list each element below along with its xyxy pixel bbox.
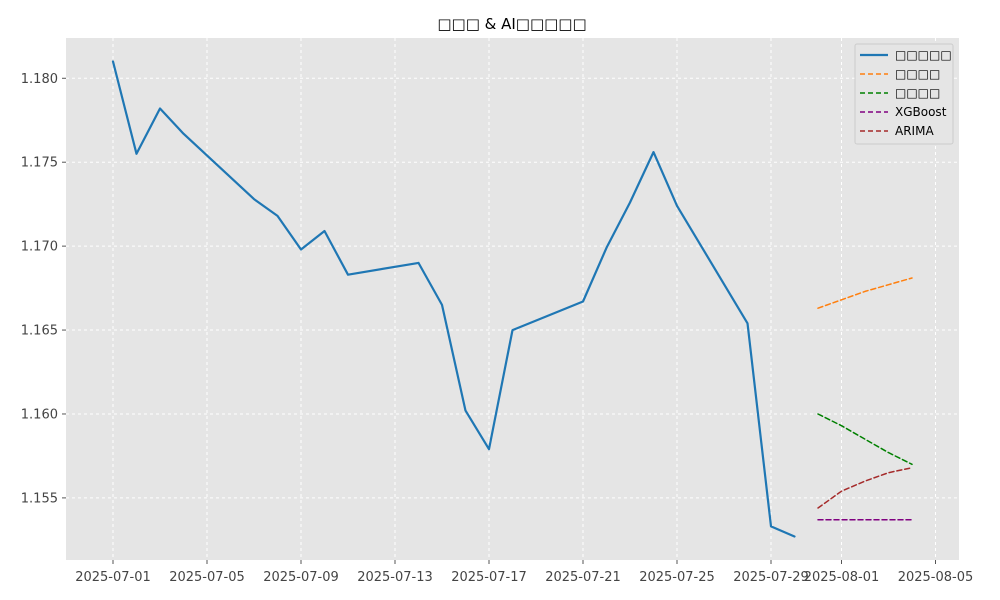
series-line-0 bbox=[111, 60, 796, 538]
series-line-1 bbox=[817, 277, 913, 309]
chart-title: □□□ & AI□□□□□ bbox=[437, 15, 586, 33]
x-tick-label: 2025-07-17 bbox=[451, 570, 527, 585]
series-line-2 bbox=[817, 413, 913, 466]
series-line-4 bbox=[817, 466, 913, 509]
x-tick-label: 2025-07-13 bbox=[357, 570, 433, 585]
x-tick-label: 2025-08-01 bbox=[804, 570, 880, 585]
x-tick-label: 2025-07-25 bbox=[639, 570, 715, 585]
x-tick-label: 2025-07-01 bbox=[75, 570, 151, 585]
axes: 2025-07-01 2025-07-05 2025-07-09 2025-07-13… bbox=[21, 72, 974, 585]
y-tick-label: 1.165 bbox=[21, 324, 58, 339]
legend-label: □□□□ bbox=[895, 86, 940, 100]
legend-label: □□□□ bbox=[895, 67, 940, 81]
legend-label: ARIMA bbox=[895, 124, 934, 138]
x-tick-label: 2025-07-05 bbox=[169, 570, 245, 585]
plot-area bbox=[66, 38, 959, 560]
y-tick-label: 1.170 bbox=[21, 240, 58, 255]
y-tick-label: 1.155 bbox=[21, 491, 58, 506]
x-tick-label: 2025-07-29 bbox=[733, 570, 809, 585]
legend-label: XGBoost bbox=[895, 105, 947, 119]
legend-box bbox=[854, 43, 954, 145]
y-tick-label: 1.175 bbox=[21, 156, 58, 171]
x-tick-label: 2025-08-05 bbox=[898, 570, 974, 585]
x-tick-label: 2025-07-09 bbox=[263, 570, 339, 585]
y-tick-label: 1.180 bbox=[21, 72, 58, 87]
y-tick-label: 1.160 bbox=[21, 407, 58, 422]
legend-label: □□□□□ bbox=[895, 48, 952, 62]
x-tick-label: 2025-07-21 bbox=[545, 570, 621, 585]
series-group bbox=[111, 60, 913, 538]
